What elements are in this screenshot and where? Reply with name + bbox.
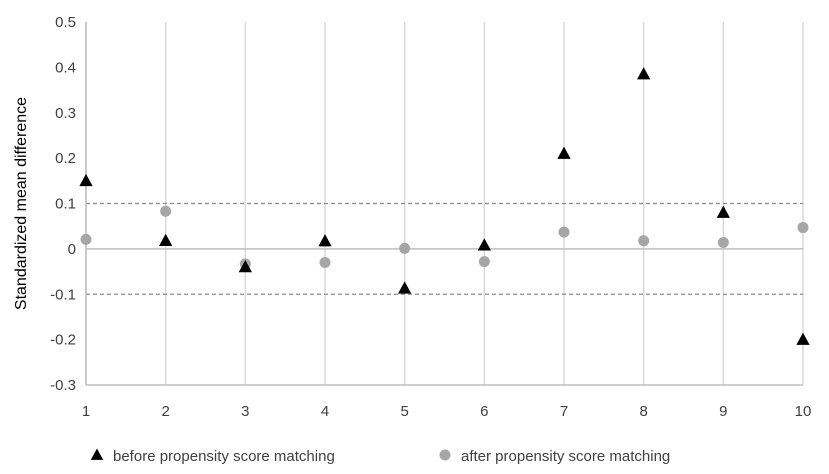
legend-circle-marker [439, 449, 451, 461]
point-after-matching [80, 233, 92, 245]
y-tick-label: 0.2 [55, 150, 76, 167]
reference-lines [86, 202, 803, 295]
y-tick-label: -0.2 [50, 332, 76, 349]
y-axis-label: Standardized mean difference [13, 97, 30, 310]
point-before-matching [79, 173, 93, 187]
point-after-matching [638, 235, 650, 247]
data-points [79, 67, 810, 345]
legend-label: before propensity score matching [113, 448, 335, 465]
y-tick-label: 0 [68, 241, 76, 258]
point-before-matching [716, 205, 730, 218]
y-tick-label: -0.1 [50, 286, 76, 303]
x-tick-label: 8 [639, 403, 647, 420]
point-after-matching [558, 226, 570, 238]
y-tick-label: -0.3 [50, 377, 76, 394]
x-tick-label: 3 [241, 403, 249, 420]
x-tick-label: 10 [795, 403, 812, 420]
legend: before propensity score matching after pr… [90, 448, 670, 465]
x-tick-label: 2 [161, 403, 169, 420]
legend-label: after propensity score matching [461, 448, 670, 465]
point-after-matching [160, 205, 172, 217]
x-tick-label: 4 [321, 403, 329, 420]
y-tick-labels: -0.3 -0.2 -0.1 0 0.1 0.2 0.3 0.4 0.5 [50, 14, 76, 394]
point-before-matching [557, 146, 571, 159]
x-tick-labels: 1 2 3 4 5 6 7 8 9 10 [82, 403, 812, 420]
point-after-matching [717, 237, 729, 249]
point-after-matching [478, 256, 490, 268]
legend-triangle-marker [90, 448, 104, 460]
point-after-matching [319, 256, 331, 268]
x-tick-label: 6 [480, 403, 488, 420]
point-before-matching [796, 332, 810, 345]
legend-item-after: after propensity score matching [439, 448, 670, 465]
y-tick-label: 0.5 [55, 14, 76, 31]
x-tick-label: 9 [719, 403, 727, 420]
point-after-matching [399, 242, 411, 254]
point-before-matching [238, 260, 252, 273]
axes [85, 22, 803, 386]
y-tick-label: 0.3 [55, 105, 76, 122]
point-before-matching [477, 238, 491, 251]
x-tick-label: 5 [400, 403, 408, 420]
y-tick-label: 0.4 [55, 59, 76, 76]
x-tick-label: 1 [82, 403, 90, 420]
point-before-matching [318, 234, 332, 247]
point-before-matching [159, 233, 173, 246]
y-tick-label: 0.1 [55, 196, 76, 213]
legend-item-before: before propensity score matching [90, 448, 335, 465]
point-before-matching [398, 281, 412, 294]
point-after-matching [797, 222, 809, 234]
x-tick-label: 7 [560, 403, 568, 420]
point-before-matching [637, 67, 651, 80]
